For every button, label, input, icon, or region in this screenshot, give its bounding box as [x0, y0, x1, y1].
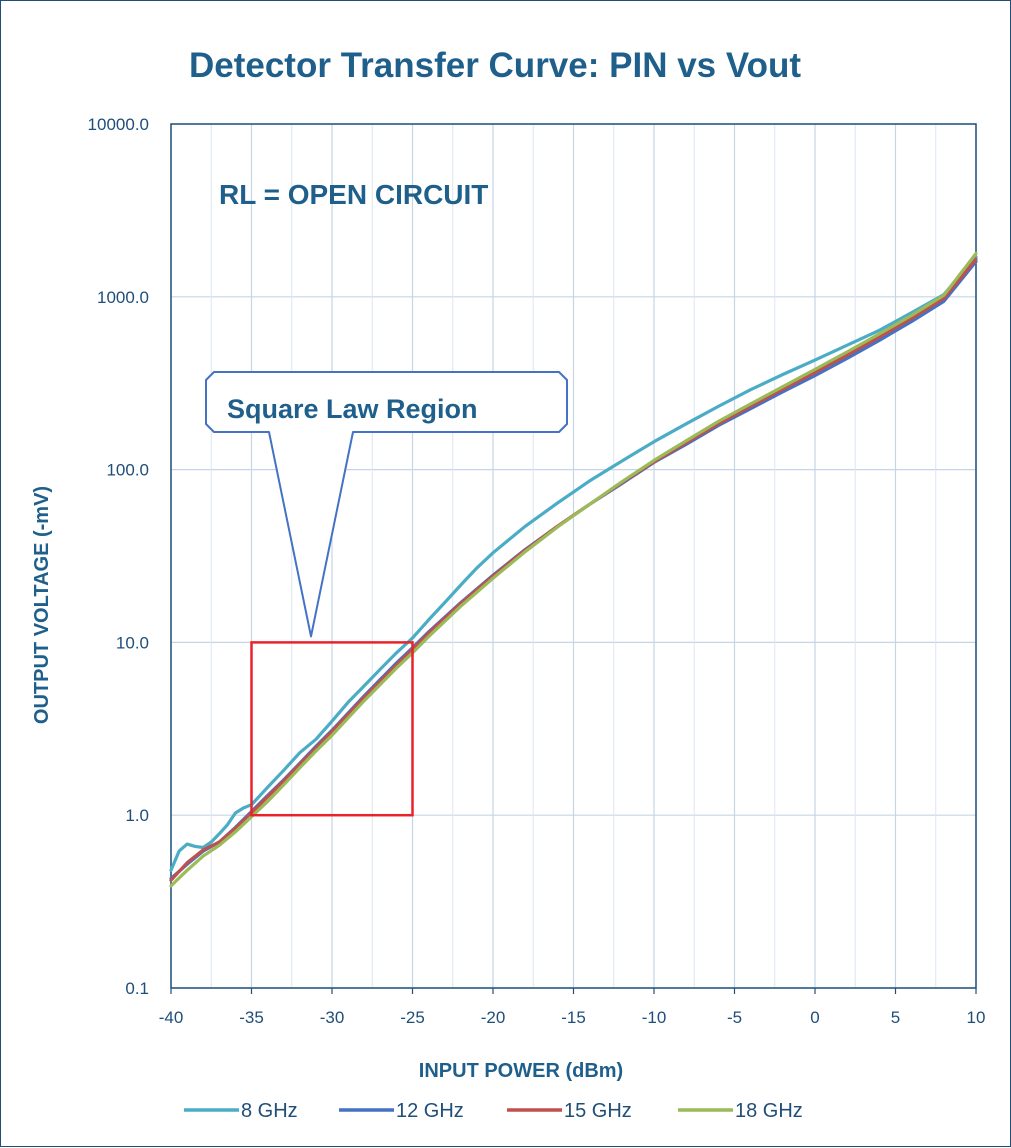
- x-tick-label: 0: [810, 1008, 819, 1027]
- y-tick-label: 0.1: [125, 979, 149, 998]
- x-axis-label: INPUT POWER (dBm): [419, 1060, 623, 1082]
- series-line-8-ghz: [169, 255, 978, 872]
- y-axis-label: OUTPUT VOLTAGE (-mV): [31, 486, 53, 724]
- legend-label: 8 GHz: [241, 1100, 298, 1122]
- legend-label: 12 GHz: [396, 1100, 464, 1122]
- x-tick-label: -40: [159, 1008, 184, 1027]
- x-tick-label: 5: [891, 1008, 900, 1027]
- legend-label: 15 GHz: [564, 1100, 632, 1122]
- x-tick-label: -30: [320, 1008, 345, 1027]
- condition-label: RL = OPEN CIRCUIT: [219, 179, 488, 210]
- grid-lines: [170, 123, 977, 994]
- series-lines: [169, 251, 978, 888]
- x-tick-label: -10: [642, 1008, 667, 1027]
- y-tick-labels: 0.1 1.0 10.0 100.0 1000.0 10000.0: [88, 115, 149, 998]
- y-tick-label: 100.0: [106, 461, 149, 480]
- chart-title: Detector Transfer Curve: PIN vs Vout: [189, 46, 801, 85]
- y-tick-label: 10.0: [116, 633, 149, 652]
- x-tick-label: -5: [727, 1008, 742, 1027]
- y-tick-label: 1000.0: [97, 288, 149, 307]
- annotations: Square Law Region RL = OPEN CIRCUIT: [205, 179, 568, 817]
- y-tick-label: 10000.0: [88, 115, 149, 134]
- x-tick-label: -15: [561, 1008, 586, 1027]
- x-tick-label: 10: [967, 1008, 986, 1027]
- x-tick-label: -25: [400, 1008, 425, 1027]
- callout-bubble: [205, 371, 568, 638]
- plot-area: [170, 123, 977, 989]
- y-tick-label: 1.0: [125, 806, 149, 825]
- x-tick-label: -35: [239, 1008, 264, 1027]
- callout-label: Square Law Region: [227, 394, 478, 424]
- x-tick-labels: -40 -35 -30 -25 -20 -15 -10 -5 0 5 10: [159, 1008, 986, 1027]
- legend: 8 GHz 12 GHz 15 GHz 18 GHz: [184, 1100, 803, 1122]
- series-line-15-ghz: [169, 257, 978, 882]
- square-law-region-box: [250, 641, 414, 817]
- x-tick-label: -20: [481, 1008, 506, 1027]
- legend-label: 18 GHz: [735, 1100, 803, 1122]
